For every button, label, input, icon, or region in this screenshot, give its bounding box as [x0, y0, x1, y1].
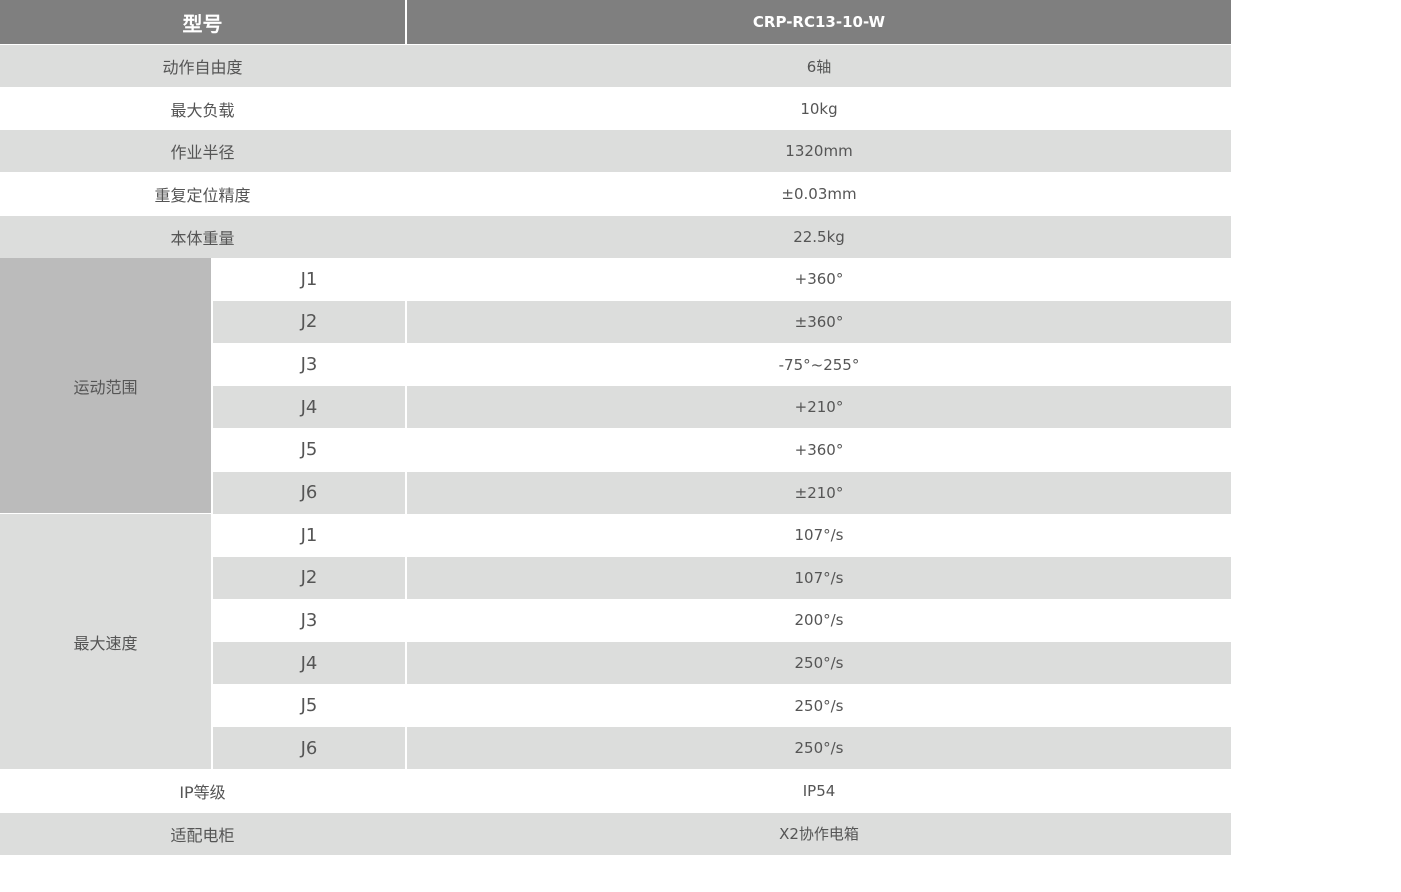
table-row: J6 250°/s [0, 727, 1231, 770]
table-row: J2 ±360° [0, 300, 1231, 343]
spec-label: IP等级 [179, 783, 226, 803]
joint-label: J1 [213, 258, 405, 301]
joint-value: +210° [407, 386, 1231, 429]
header-model: CRP-RC13-10-W [407, 0, 1231, 44]
table-row: 适配电柜 X2协作电箱 [0, 812, 1231, 855]
spec-value: ±0.03mm [781, 184, 857, 203]
joint-label: J1 [213, 514, 405, 557]
spec-value: 6轴 [806, 57, 832, 76]
joint-label: J6 [213, 471, 405, 514]
joint-value: +360° [407, 428, 1231, 471]
joint-value: 107°/s [407, 556, 1231, 599]
joint-value: +360° [407, 258, 1231, 301]
spec-value: 1320mm [785, 142, 853, 161]
spec-value: 22.5kg [793, 227, 845, 246]
table-row: J1 107°/s [0, 514, 1231, 557]
joint-value: ±360° [407, 300, 1231, 343]
spec-value: 10kg [800, 99, 838, 118]
header-label: 型号 [0, 0, 405, 44]
table-row: J5 +360° [0, 428, 1231, 471]
table-row: 作业半径 1320mm [0, 130, 1231, 173]
joint-label: J4 [213, 386, 405, 429]
joint-value: 250°/s [407, 642, 1231, 685]
table-row: J6 ±210° [0, 471, 1231, 514]
joint-value: -75°~255° [407, 343, 1231, 386]
table-row: 重复定位精度 ±0.03mm [0, 172, 1231, 215]
group-label: 运动范围 [0, 258, 211, 514]
joint-value: 250°/s [407, 727, 1231, 770]
table-row: J5 250°/s [0, 684, 1231, 727]
joint-value: 200°/s [407, 599, 1231, 642]
joint-label: J4 [213, 642, 405, 685]
joint-label: J3 [213, 343, 405, 386]
spec-value: IP54 [802, 782, 836, 801]
table-row: 最大负载 10kg [0, 87, 1231, 130]
spec-label: 最大负载 [170, 100, 235, 120]
spec-label: 作业半径 [170, 143, 235, 163]
joint-label: J5 [213, 428, 405, 471]
joint-label: J5 [213, 684, 405, 727]
table-row: J4 250°/s [0, 642, 1231, 685]
table-row: IP等级 IP54 [0, 770, 1231, 813]
spec-label: 重复定位精度 [154, 185, 251, 205]
spec-value: X2协作电箱 [779, 825, 859, 844]
joint-value: 107°/s [407, 514, 1231, 557]
table-row: J3 200°/s [0, 599, 1231, 642]
spec-label: 动作自由度 [162, 58, 243, 77]
header-row: 型号 CRP-RC13-10-W [0, 0, 1231, 44]
table-row: 本体重量 22.5kg [0, 215, 1231, 258]
table-row: J1 +360° [0, 258, 1231, 301]
joint-value: ±210° [407, 471, 1231, 514]
table-row: J3 -75°~255° [0, 343, 1231, 386]
joint-label: J3 [213, 599, 405, 642]
group-label: 最大速度 [0, 514, 211, 770]
joint-label: J2 [213, 300, 405, 343]
joint-label: J6 [213, 727, 405, 770]
spec-label: 本体重量 [170, 228, 235, 248]
table-row: 动作自由度 6轴 [0, 45, 1231, 87]
joint-label: J2 [213, 556, 405, 599]
joint-value: 250°/s [407, 684, 1231, 727]
table-row: J2 107°/s [0, 556, 1231, 599]
spec-label: 适配电柜 [170, 825, 235, 845]
table-row: J4 +210° [0, 386, 1231, 429]
